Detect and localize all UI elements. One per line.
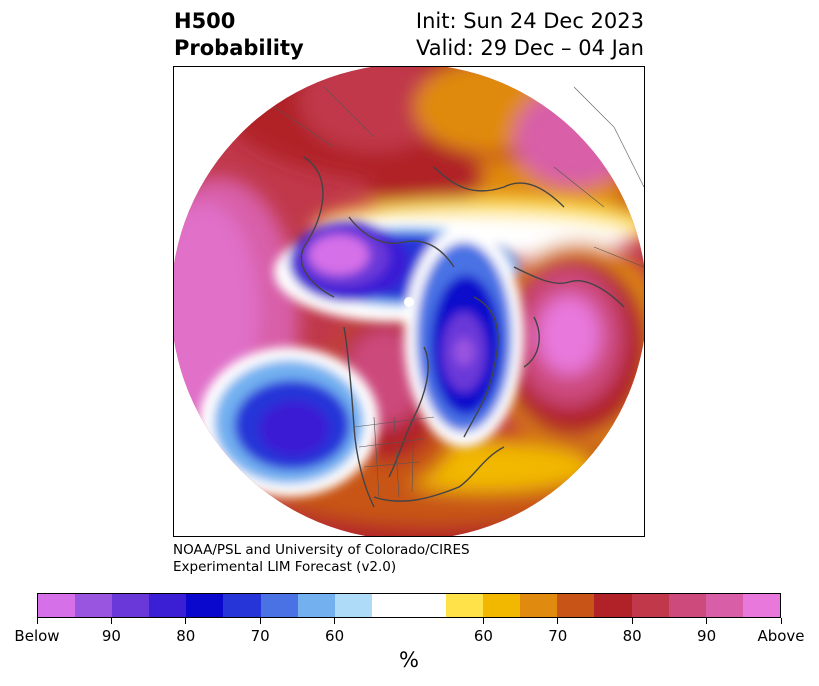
colorbar-unit: % bbox=[399, 648, 419, 672]
colorbar-segment bbox=[668, 594, 706, 617]
colorbar-segment bbox=[297, 594, 335, 617]
colorbar-tick-label: 70 bbox=[548, 627, 568, 645]
colorbar-tick-label: Above bbox=[757, 627, 805, 645]
forecast-dates: Init: Sun 24 Dec 2023 Valid: 29 Dec – 04… bbox=[416, 8, 644, 62]
colorbar-segment bbox=[38, 594, 76, 617]
colorbar-segment bbox=[631, 594, 669, 617]
colorbar-tick bbox=[780, 618, 782, 624]
colorbar-segment bbox=[705, 594, 743, 617]
credit-line-1: NOAA/PSL and University of Colorado/CIRE… bbox=[173, 542, 470, 558]
colorbar-tick bbox=[482, 618, 484, 624]
chart-title: H500 Probability bbox=[174, 8, 304, 62]
colorbar-segment bbox=[186, 594, 224, 617]
colorbar-tick-label: 80 bbox=[176, 627, 196, 645]
colorbar-tick bbox=[36, 618, 38, 624]
colorbar-segment bbox=[408, 594, 447, 617]
colorbar bbox=[37, 593, 781, 618]
valid-period: Valid: 29 Dec – 04 Jan bbox=[415, 36, 644, 60]
colorbar-segment bbox=[594, 594, 632, 617]
colorbar-tick-label: 90 bbox=[101, 627, 121, 645]
colorbar-segment bbox=[483, 594, 521, 617]
colorbar-tick bbox=[185, 618, 187, 624]
probability-map bbox=[173, 66, 645, 537]
coastlines bbox=[300, 156, 625, 508]
colorbar-tick-label: 60 bbox=[473, 627, 493, 645]
borders bbox=[273, 86, 644, 498]
colorbar-tick-label: 80 bbox=[622, 627, 642, 645]
colorbar-tick bbox=[110, 618, 112, 624]
colorbar-segment bbox=[112, 594, 150, 617]
init-date: Init: Sun 24 Dec 2023 bbox=[415, 9, 644, 33]
colorbar-tick bbox=[557, 618, 559, 624]
colorbar-tick bbox=[631, 618, 633, 624]
title-field: Probability bbox=[174, 36, 304, 60]
colorbar-segment bbox=[75, 594, 113, 617]
anomaly-field bbox=[174, 67, 644, 536]
colorbar-tick-label: 90 bbox=[697, 627, 717, 645]
colorbar-segment bbox=[742, 594, 780, 617]
colorbar-tick bbox=[259, 618, 261, 624]
colorbar-tick-label: 70 bbox=[250, 627, 270, 645]
title-variable: H500 bbox=[174, 9, 236, 33]
colorbar-segment bbox=[260, 594, 298, 617]
colorbar-segment bbox=[149, 594, 187, 617]
colorbar-segment bbox=[557, 594, 595, 617]
colorbar-segment bbox=[446, 594, 484, 617]
colorbar-tick-label: 60 bbox=[325, 627, 345, 645]
credit-line-2: Experimental LIM Forecast (v2.0) bbox=[173, 559, 397, 575]
colorbar-segment bbox=[520, 594, 558, 617]
colorbar-segment bbox=[371, 594, 409, 617]
credit-text: NOAA/PSL and University of Colorado/CIRE… bbox=[173, 542, 470, 576]
colorbar-segment bbox=[334, 594, 372, 617]
colorbar-tick bbox=[334, 618, 336, 624]
colorbar-tick-label: Below bbox=[14, 627, 60, 645]
colorbar-tick bbox=[706, 618, 708, 624]
colorbar-segment bbox=[223, 594, 261, 617]
